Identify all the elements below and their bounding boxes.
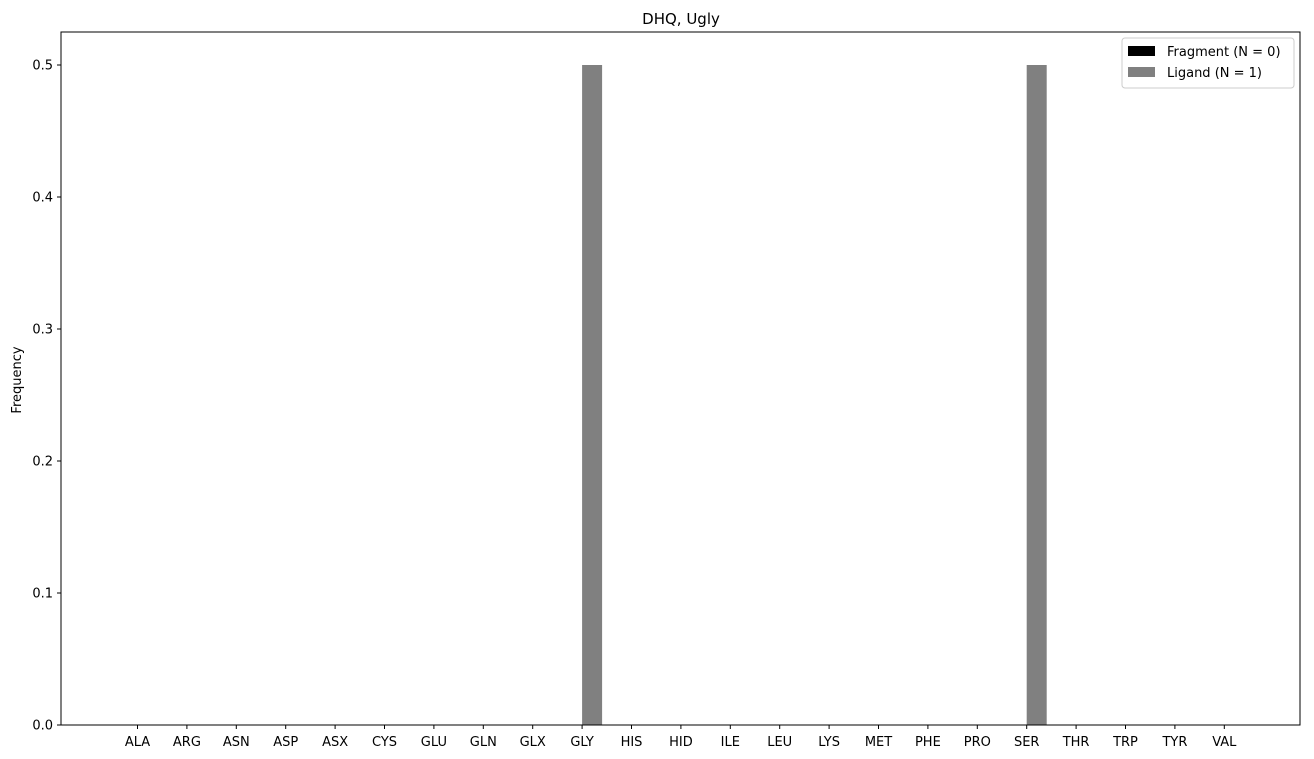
x-tick-label: ASP [273, 735, 298, 750]
x-tick-label: THR [1062, 735, 1090, 750]
legend-swatch [1128, 46, 1155, 56]
x-tick-label: GLN [470, 735, 497, 750]
bars-layer [582, 65, 1047, 725]
x-tick-label: ARG [173, 735, 201, 750]
chart-title: DHQ, Ugly [642, 10, 720, 28]
x-tick-label: MET [865, 735, 892, 750]
x-tick-label: HIS [621, 735, 643, 750]
legend: Fragment (N = 0) Ligand (N = 1) [1121, 37, 1295, 89]
y-tick-label: 0.1 [32, 587, 53, 602]
legend-label: Ligand (N = 1) [1167, 66, 1262, 81]
y-tick-label: 0.2 [32, 455, 53, 470]
x-tick-label: TRP [1112, 735, 1138, 750]
x-ticks: ALA ARG ASN ASP ASX CYS GLU GLN GLX GLY HIS HID ILE L… [125, 725, 1237, 750]
x-tick-label: PHE [915, 735, 941, 750]
y-tick-label: 0.0 [32, 719, 53, 734]
bar-ligand-gly [582, 65, 603, 725]
y-tick-label: 0.5 [32, 59, 53, 74]
x-tick-label: ASN [223, 735, 250, 750]
legend-swatch [1128, 67, 1155, 77]
y-axis-label: Frequency [10, 346, 25, 413]
plot-frame [60, 31, 1301, 726]
x-tick-label: PRO [964, 735, 991, 750]
x-tick-label: CYS [372, 735, 397, 750]
x-tick-label: HID [669, 735, 693, 750]
x-tick-label: ILE [721, 735, 740, 750]
x-tick-label: VAL [1212, 735, 1237, 750]
y-tick-label: 0.3 [32, 323, 53, 338]
x-tick-label: TYR [1161, 735, 1187, 750]
y-tick-label: 0.4 [32, 191, 53, 206]
x-tick-label: SER [1014, 735, 1040, 750]
bar-ligand-ser [1026, 65, 1047, 725]
x-tick-label: GLU [421, 735, 447, 750]
x-tick-label: GLY [570, 735, 594, 750]
y-ticks: 0.0 0.1 0.2 0.3 0.4 0.5 [32, 59, 61, 734]
x-tick-label: GLX [520, 735, 546, 750]
x-tick-label: ASX [322, 735, 348, 750]
x-tick-label: LYS [818, 735, 840, 750]
legend-label: Fragment (N = 0) [1167, 45, 1281, 60]
x-tick-label: LEU [767, 735, 792, 750]
legend-box [1121, 37, 1295, 89]
x-tick-label: ALA [125, 735, 150, 750]
